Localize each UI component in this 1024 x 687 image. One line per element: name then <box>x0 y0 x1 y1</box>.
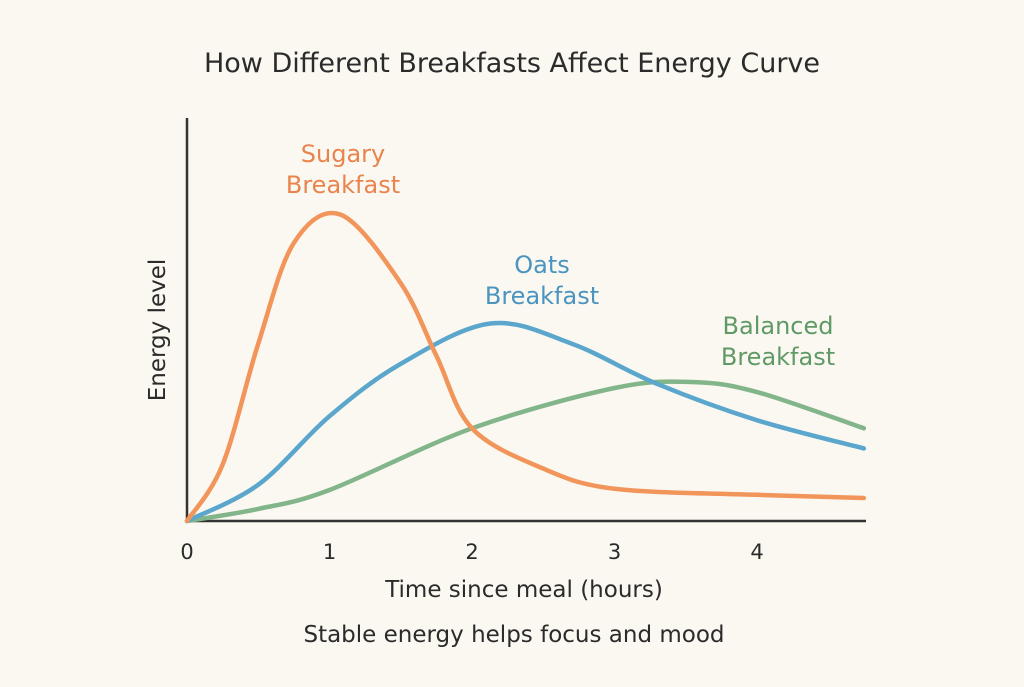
series-label: Balanced <box>723 312 834 340</box>
y-axis-label: Energy level <box>145 259 171 402</box>
caption: Stable energy helps focus and mood <box>303 622 724 648</box>
chart-title: How Different Breakfasts Affect Energy C… <box>204 48 820 79</box>
series-label: Breakfast <box>286 171 400 199</box>
x-tick-label: 3 <box>608 540 621 564</box>
series-label: Breakfast <box>485 282 599 310</box>
x-tick-label: 2 <box>465 540 478 564</box>
series-label: Sugary <box>301 140 385 168</box>
series-label: Breakfast <box>721 343 835 371</box>
series-line-sugary-breakfast <box>184 210 867 524</box>
x-axis-label: Time since meal (hours) <box>384 577 663 603</box>
series-line-balanced-breakfast <box>184 379 867 524</box>
x-tick-label: 0 <box>180 540 193 564</box>
series-line-oats-breakfast <box>184 320 867 524</box>
x-tick-label: 1 <box>323 540 336 564</box>
x-tick-label: 4 <box>750 540 763 564</box>
series-label: Oats <box>514 251 570 279</box>
